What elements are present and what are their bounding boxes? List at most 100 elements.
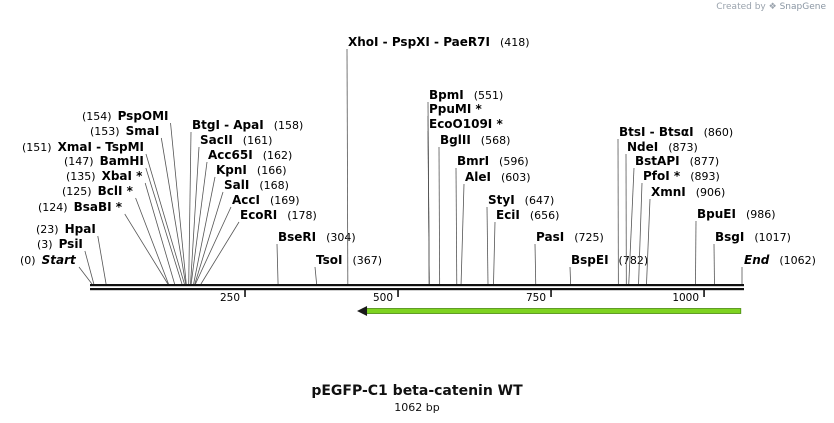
enzyme-alei[interactable]: AleI (603) bbox=[460, 170, 531, 285]
leader-line bbox=[145, 153, 185, 285]
leader-line bbox=[486, 206, 489, 285]
enzyme-kpni[interactable]: KpnI (166) bbox=[193, 163, 287, 285]
enzyme-bspei[interactable]: BspEI (782) bbox=[569, 253, 648, 285]
ruler-tick-label: 1000 bbox=[672, 292, 699, 304]
enzyme-bstapi[interactable]: BstAPI (877) bbox=[628, 154, 719, 285]
enzyme-pfoi[interactable]: PfoI * (893) bbox=[638, 169, 720, 285]
enzyme-label: BstAPI (877) bbox=[635, 154, 719, 168]
credit-text: Created by bbox=[716, 2, 766, 12]
enzyme-label: BpmI (551) bbox=[429, 88, 503, 102]
leader-line bbox=[144, 182, 176, 285]
snapgene-logo-icon: ❖ bbox=[768, 2, 777, 12]
credit-brand: SnapGene bbox=[779, 2, 826, 12]
leader-line bbox=[194, 191, 224, 285]
enzyme-tsoi[interactable]: TsoI (367) bbox=[314, 253, 382, 285]
enzyme-label: BglII (568) bbox=[440, 133, 510, 147]
enzyme-acci[interactable]: AccI (169) bbox=[195, 193, 300, 285]
leader-line bbox=[188, 131, 192, 285]
backbone-line-bottom bbox=[90, 288, 744, 291]
enzyme-pspomi[interactable]: (154) PspOMI bbox=[82, 109, 187, 285]
enzyme-label: BsgI (1017) bbox=[715, 230, 791, 244]
enzyme-bamhi[interactable]: (147) BamHI bbox=[64, 154, 183, 285]
leader-line bbox=[628, 167, 635, 285]
enzyme-label: End (1062) bbox=[744, 253, 816, 267]
enzyme-label: KpnI (166) bbox=[216, 163, 287, 177]
enzyme-label: PfoI * (893) bbox=[643, 169, 720, 183]
enzyme-hpai[interactable]: (23) HpaI bbox=[36, 222, 107, 285]
leader-line bbox=[460, 183, 465, 285]
plasmid-length: 1062 bp bbox=[394, 401, 440, 414]
enzyme-label: TsoI (367) bbox=[316, 253, 382, 267]
enzyme-label: SacII (161) bbox=[200, 133, 272, 147]
enzyme-psii[interactable]: (3) PsiI bbox=[37, 237, 95, 285]
leader-line bbox=[190, 146, 200, 285]
leader-line bbox=[160, 137, 187, 285]
leader-line bbox=[145, 167, 183, 285]
leader-line bbox=[534, 243, 537, 285]
leader-line bbox=[438, 146, 441, 285]
enzyme-label: EcoRI (178) bbox=[240, 208, 317, 222]
enzyme-smai[interactable]: (153) SmaI bbox=[90, 124, 187, 285]
enzyme-label: (154) PspOMI bbox=[82, 109, 169, 123]
enzyme-label: PpuMI * bbox=[429, 102, 483, 116]
enzyme-end[interactable]: End (1062) bbox=[741, 253, 816, 284]
leader-line bbox=[638, 182, 643, 285]
enzyme-bcli[interactable]: (125) BclI * bbox=[62, 184, 169, 285]
enzyme-bsabi[interactable]: (124) BsaBI * bbox=[38, 200, 169, 285]
enzyme-label: BspEI (782) bbox=[571, 253, 648, 267]
ruler-tick-label: 250 bbox=[220, 292, 240, 304]
enzyme-label: SalI (168) bbox=[224, 178, 289, 192]
enzyme-label: BseRI (304) bbox=[278, 230, 356, 244]
enzyme-acc65i[interactable]: Acc65I (162) bbox=[190, 148, 292, 285]
enzyme-btsi-bts-i[interactable]: BtsI - BtsαI (860) bbox=[617, 125, 733, 285]
leader-line bbox=[84, 250, 95, 285]
enzyme-label: (124) BsaBI * bbox=[38, 200, 123, 214]
enzyme-label: XmnI (906) bbox=[651, 185, 725, 199]
snapgene-credit: Created by ❖ SnapGene bbox=[716, 2, 826, 12]
enzyme-xbai[interactable]: (135) XbaI * bbox=[66, 169, 176, 285]
plasmid-name: pEGFP-C1 beta-catenin WT bbox=[311, 383, 523, 399]
enzyme-label: XhoI - PspXI - PaeR7I (418) bbox=[348, 35, 530, 49]
enzyme-pasi[interactable]: PasI (725) bbox=[534, 230, 604, 285]
enzyme-xmni[interactable]: XmnI (906) bbox=[646, 185, 726, 285]
enzyme-ecoo109i[interactable]: EcoO109I * bbox=[427, 117, 503, 285]
enzyme-bmri[interactable]: BmrI (596) bbox=[455, 154, 529, 285]
enzyme-btgi-apai[interactable]: BtgI - ApaI (158) bbox=[188, 118, 304, 285]
leader-line bbox=[569, 266, 572, 285]
enzyme-label: StyI (647) bbox=[488, 193, 554, 207]
leader-line bbox=[346, 48, 349, 285]
leader-line bbox=[135, 197, 169, 285]
enzyme-ecori[interactable]: EcoRI (178) bbox=[200, 208, 317, 285]
leader-line bbox=[695, 220, 697, 285]
enzyme-bglii[interactable]: BglII (568) bbox=[438, 133, 510, 285]
enzyme-sacii[interactable]: SacII (161) bbox=[190, 133, 273, 285]
enzyme-bpuei[interactable]: BpuEI (986) bbox=[695, 207, 776, 285]
enzyme-label: (0) Start bbox=[20, 253, 77, 267]
enzyme-label: AleI (603) bbox=[465, 170, 531, 184]
enzyme-bseri[interactable]: BseRI (304) bbox=[276, 230, 356, 285]
enzyme-sali[interactable]: SalI (168) bbox=[194, 178, 289, 285]
enzyme-start[interactable]: (0) Start bbox=[20, 253, 93, 285]
leader-line bbox=[276, 243, 279, 285]
enzyme-label: (23) HpaI bbox=[36, 222, 96, 236]
backbone-line-top bbox=[90, 284, 744, 287]
leader-line bbox=[314, 266, 318, 285]
leader-line bbox=[455, 167, 458, 285]
enzyme-xmai-tspmi[interactable]: (151) XmaI - TspMI bbox=[22, 140, 185, 285]
enzyme-label: NdeI (873) bbox=[627, 140, 698, 154]
enzyme-xhoi-pspxi-paer7i[interactable]: XhoI - PspXI - PaeR7I (418) bbox=[346, 35, 530, 285]
enzyme-ecii[interactable]: EciI (656) bbox=[493, 208, 560, 285]
enzyme-label: BtgI - ApaI (158) bbox=[192, 118, 303, 132]
enzyme-styi[interactable]: StyI (647) bbox=[486, 193, 554, 285]
enzyme-label: EcoO109I * bbox=[429, 117, 503, 131]
enzyme-label: EciI (656) bbox=[496, 208, 559, 222]
leader-line bbox=[646, 198, 651, 285]
enzyme-label: (135) XbaI * bbox=[66, 169, 143, 183]
enzyme-label: (125) BclI * bbox=[62, 184, 134, 198]
enzyme-label: BmrI (596) bbox=[457, 154, 529, 168]
enzyme-label: (3) PsiI bbox=[37, 237, 83, 251]
enzyme-label: PasI (725) bbox=[536, 230, 604, 244]
enzyme-ndei[interactable]: NdeI (873) bbox=[625, 140, 698, 285]
enzyme-label: (153) SmaI bbox=[90, 124, 159, 138]
enzyme-bsgi[interactable]: BsgI (1017) bbox=[713, 230, 791, 285]
